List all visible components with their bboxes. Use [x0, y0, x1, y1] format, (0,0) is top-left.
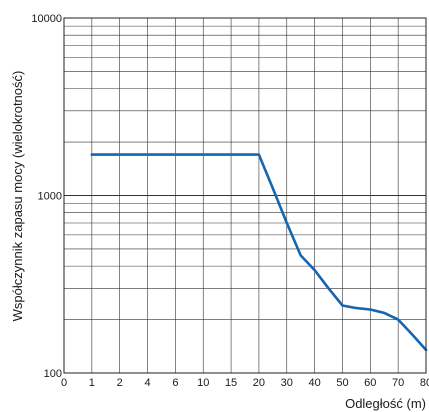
- x-tick-label: 15: [225, 377, 237, 389]
- x-tick-label: 40: [308, 377, 320, 389]
- x-tick-label: 20: [253, 377, 265, 389]
- series-line: [90, 153, 428, 352]
- x-tick-label: 60: [364, 377, 376, 389]
- grid: [64, 18, 426, 373]
- x-tick-label: 1: [89, 377, 95, 389]
- y-tick-labels: 100 1000 10000: [31, 13, 62, 380]
- x-tick-label: 2: [117, 377, 123, 389]
- x-tick-label: 10: [197, 377, 209, 389]
- x-tick-label: 30: [281, 377, 293, 389]
- x-tick-label: 0: [61, 377, 67, 389]
- y-tick-label: 1000: [38, 191, 62, 203]
- x-axis-label: Odległość (m): [345, 396, 426, 411]
- y-tick-label: 100: [44, 368, 62, 380]
- x-tick-label: 4: [144, 377, 150, 389]
- x-tick-label: 70: [392, 377, 404, 389]
- y-tick-label: 10000: [31, 13, 62, 25]
- y-axis-label: Współczynnik zapasu mocy (wielokrotność): [10, 71, 25, 322]
- x-tick-label: 50: [336, 377, 348, 389]
- plot-frame: [63, 17, 427, 374]
- series-layer: [90, 153, 428, 352]
- x-tick-label: 80: [420, 377, 429, 389]
- x-tick-labels: 0 1 2 4 6 10 15 20 30 40 50 60 70 80: [61, 377, 429, 389]
- x-tick-label: 6: [172, 377, 178, 389]
